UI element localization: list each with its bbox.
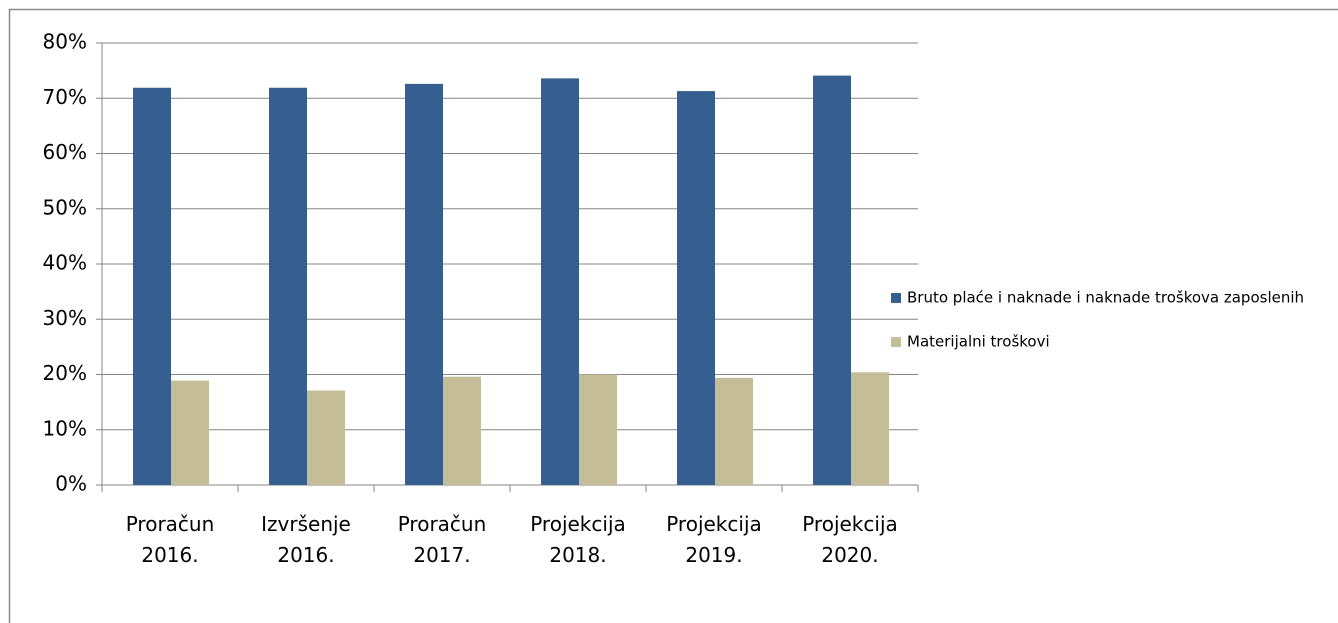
x-tick-label: Projekcija 2020. <box>802 512 898 567</box>
x-tick-label: Izvršenje 2016. <box>261 512 351 567</box>
bar <box>133 87 171 485</box>
legend-label: Bruto plaće i naknade i naknade troškova… <box>907 289 1304 307</box>
bar <box>405 83 443 485</box>
x-tick-label: Projekcija 2019. <box>666 512 762 567</box>
y-tick-label: 0% <box>55 472 87 496</box>
bar <box>813 75 851 485</box>
chart-frame <box>8 8 1338 623</box>
x-tick-label: Proračun 2016. <box>126 512 215 567</box>
bar <box>443 376 481 485</box>
legend-swatch <box>891 293 901 303</box>
bar <box>541 78 579 486</box>
bar <box>307 390 345 485</box>
bar <box>677 91 715 485</box>
y-tick-label: 40% <box>43 251 87 275</box>
y-tick-label: 20% <box>43 361 87 385</box>
y-tick-label: 70% <box>43 85 87 109</box>
bar <box>579 374 617 485</box>
y-tick-label: 10% <box>43 416 87 440</box>
y-tick-label: 60% <box>43 140 87 164</box>
x-tick-label: Proračun 2017. <box>398 512 487 567</box>
bar <box>851 372 889 485</box>
legend-label: Materijalni troškovi <box>907 333 1050 351</box>
bar <box>171 380 209 485</box>
x-tick-label: Projekcija 2018. <box>530 512 626 567</box>
y-tick-label: 30% <box>43 306 87 330</box>
bar <box>715 377 753 485</box>
bar <box>269 87 307 485</box>
y-tick-label: 80% <box>43 30 87 54</box>
legend-swatch <box>891 337 901 347</box>
y-tick-label: 50% <box>43 195 87 219</box>
